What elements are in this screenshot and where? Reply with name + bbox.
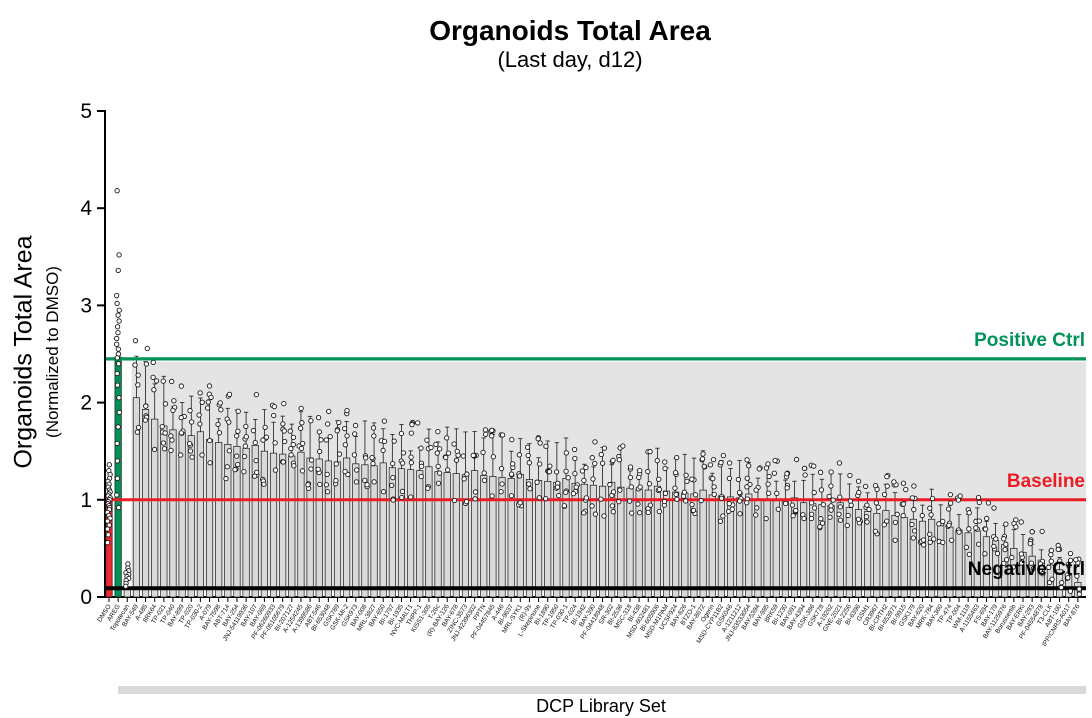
svg-text:4: 4 — [80, 197, 92, 220]
svg-text:5: 5 — [80, 100, 92, 123]
chart-subtitle: (Last day, d12) — [497, 46, 643, 72]
svg-text:1: 1 — [80, 489, 92, 512]
baseline-label: Baseline — [1006, 471, 1085, 492]
library-set-bracket — [118, 686, 1086, 694]
svg-text:3: 3 — [80, 294, 92, 317]
negative-ctrl-label: Negative Ctrl — [967, 559, 1085, 580]
svg-text:2: 2 — [80, 392, 92, 415]
positive-ctrl-label: Positive Ctrl — [974, 330, 1085, 351]
svg-text:0: 0 — [80, 586, 92, 609]
title-block: Organoids Total Area (Last day, d12) — [0, 15, 1092, 73]
chart-title: Organoids Total Area — [429, 15, 711, 46]
x-axis-label: DCP Library Set — [536, 696, 666, 716]
